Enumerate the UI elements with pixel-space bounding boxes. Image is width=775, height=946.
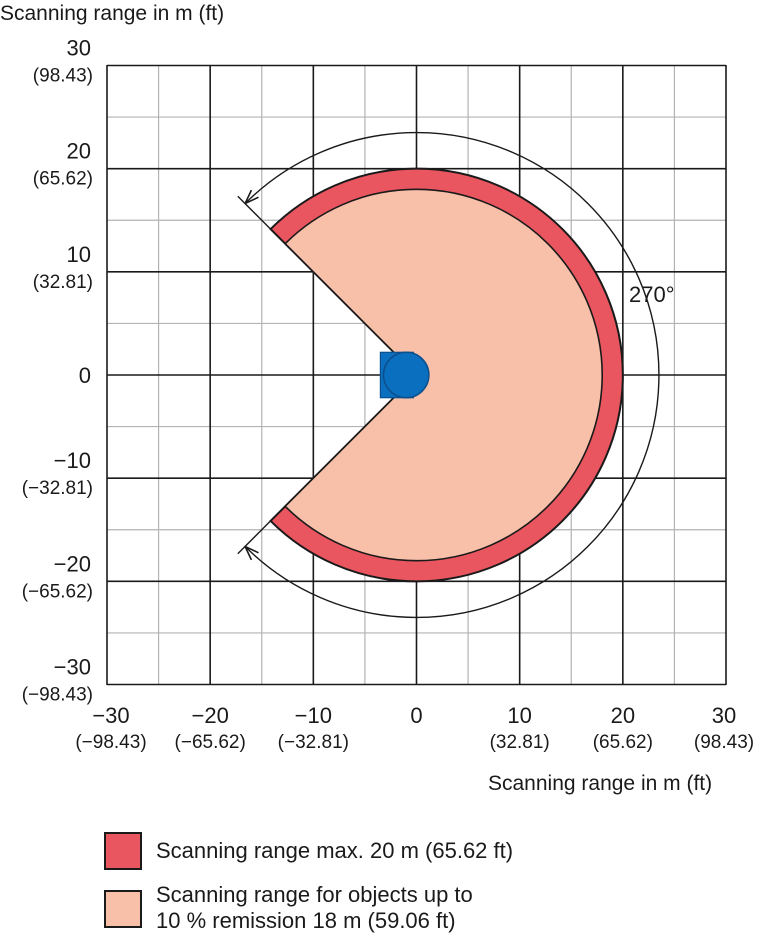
scanning-field-diagram: 30(98.43)20(65.62)10(32.81)0−10(−32.81)−… — [22, 36, 754, 754]
x-tick-label-ft: (−32.81) — [278, 732, 349, 753]
x-tick-label: −30 — [92, 703, 129, 728]
y-tick-label-ft: (−98.43) — [22, 685, 93, 706]
y-tick-label: 10 — [67, 242, 91, 267]
scanner-sensor — [379, 351, 430, 399]
legend-swatch-max-range — [104, 832, 142, 870]
x-tick-label-ft: (−98.43) — [75, 732, 146, 753]
aperture-arc-line — [244, 131, 660, 619]
y-tick-label-ft: (98.43) — [33, 66, 93, 87]
aperture-boundary-lower — [237, 520, 272, 555]
legend: Scanning range max. 20 m (65.62 ft) Scan… — [104, 832, 513, 946]
x-tick-labels: −30 (−98.43) −20 (−65.62) −10 (−32.81) 0 10 (32.… — [75, 703, 754, 753]
y-tick-label: 0 — [79, 363, 91, 388]
y-axis-title: Scanning range in m (ft) — [0, 2, 225, 25]
x-tick-label: −20 — [192, 703, 229, 728]
scan-field — [269, 167, 624, 583]
legend-label-remission-line-1: Scanning range for objects up to — [156, 882, 473, 907]
aperture-boundary-upper — [237, 195, 272, 230]
y-tick-label: 30 — [67, 36, 91, 61]
x-tick-label: 0 — [410, 703, 422, 728]
x-tick-label: −10 — [295, 703, 332, 728]
x-axis-title: Scanning range in m (ft) — [488, 772, 713, 795]
y-tick-label: 20 — [67, 139, 91, 164]
x-tick-label-ft: (98.43) — [694, 732, 754, 753]
y-tick-label-ft: (−65.62) — [22, 581, 93, 602]
y-tick-label-ft: (32.81) — [33, 272, 93, 293]
y-tick-label: −10 — [54, 448, 91, 473]
y-tick-label: −20 — [54, 551, 91, 576]
x-tick-label-ft: (−65.62) — [175, 732, 246, 753]
y-tick-labels: 30 (98.43) 20 (65.62) 10 (32.81) 0 −10 (−32.81) −… — [22, 36, 93, 706]
legend-item-max-range: Scanning range max. 20 m (65.62 ft) — [104, 832, 513, 870]
legend-label-max-range: Scanning range max. 20 m (65.62 ft) — [156, 838, 514, 863]
sensor-head — [382, 351, 430, 399]
x-tick-label-ft: (65.62) — [593, 732, 653, 753]
legend-label-remission-line-2: 10 % remission 18 m (59.06 ft) — [156, 908, 456, 933]
legend-item-remission-range: Scanning range for objects up to 10 % re… — [104, 882, 513, 934]
x-tick-label-ft: (32.81) — [490, 732, 550, 753]
aperture-angle-label: 270° — [629, 282, 675, 307]
aperture-arc — [237, 131, 660, 619]
y-tick-label-ft: (−32.81) — [22, 478, 93, 499]
remission-range-sector — [284, 188, 603, 562]
x-tick-label: 30 — [712, 703, 736, 728]
arrowhead-lower — [244, 545, 259, 561]
y-tick-label-ft: (65.62) — [33, 169, 93, 190]
x-tick-label: 10 — [507, 703, 531, 728]
legend-swatch-remission-range — [104, 890, 142, 928]
arrowhead-upper — [244, 189, 259, 205]
y-tick-label: −30 — [54, 655, 91, 680]
x-tick-label: 20 — [611, 703, 635, 728]
